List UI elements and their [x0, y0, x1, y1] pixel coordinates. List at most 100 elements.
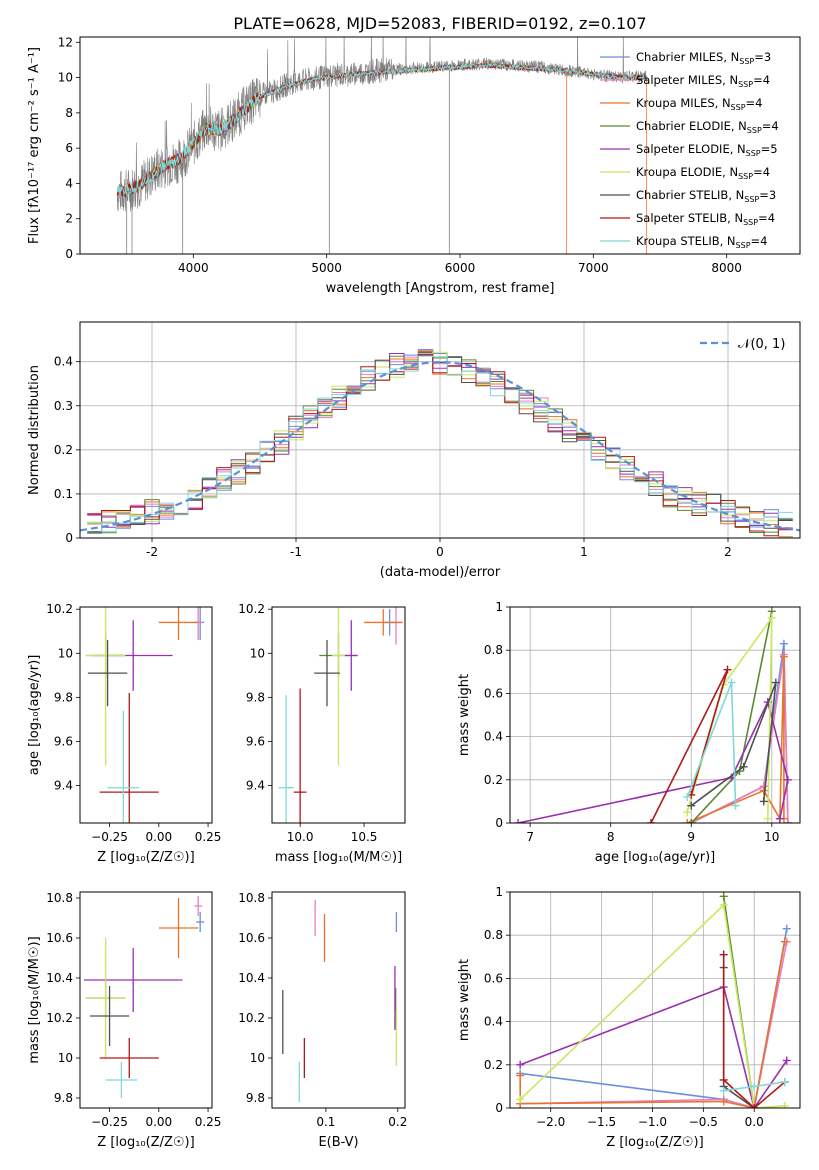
weight-vs-age-marker	[683, 819, 692, 823]
weight-vs-age-marker	[683, 793, 692, 802]
residuals-ytick-label: 0.2	[54, 443, 73, 457]
age-vs-mass-ytick-label: 10	[250, 646, 265, 660]
residuals-xtick-label: 0	[436, 545, 444, 559]
spectrum-model-line	[116, 62, 647, 198]
weight-vs-age-series-line	[517, 699, 789, 823]
weight-vs-age-marker	[759, 786, 768, 795]
age-vs-z-frame	[79, 606, 213, 824]
age-vs-z-ytick-label: 10.2	[46, 602, 73, 616]
residuals-ytick-label: 0	[65, 531, 73, 545]
age-vs-z-ytick-label: 9.4	[54, 779, 73, 793]
weight-vs-z-series-line	[519, 903, 785, 1108]
residuals-panel: -2 -1 0 1 2 0 0.1 0.2 0.3 0.4 (data-model)/error No…	[27, 321, 801, 580]
weight-vs-age-ytick-label: 0.6	[484, 686, 503, 700]
weight-vs-age-series-line	[650, 669, 729, 823]
weight-vs-age-ytick-label: 0.2	[484, 773, 503, 787]
mass-vs-ebv-ytick-label: 10.4	[238, 971, 265, 985]
weight-vs-z-marker	[719, 900, 728, 909]
normal-legend-label: 𝒩(0, 1)	[738, 337, 785, 352]
weight-vs-age-marker	[759, 797, 768, 806]
weight-vs-age-marker	[783, 775, 792, 784]
weight-vs-z-ytick-label: 0.8	[484, 928, 503, 942]
weight-vs-age-xtick-label: 7	[526, 830, 534, 844]
spectrum-model-line	[116, 62, 648, 199]
age-vs-z-xtick-label: 0.25	[195, 830, 222, 844]
weight-vs-age-marker	[739, 762, 748, 771]
spectrum-xtick-label: 6000	[445, 261, 476, 275]
age-vs-mass-ytick-label: 10.2	[238, 602, 265, 616]
mass-vs-ebv-ytick-label: 9.8	[246, 1091, 265, 1105]
residuals-ytick-label: 0.3	[54, 399, 73, 413]
residuals-ytick-label: 0.1	[54, 487, 73, 501]
weight-vs-age-xlabel: age [log₁₀(age/yr)]	[595, 850, 716, 865]
weight-vs-age-series-line	[690, 682, 777, 807]
weight-vs-age-marker	[731, 801, 740, 810]
weight-vs-z-ytick-label: 0.6	[484, 971, 503, 985]
figure-title: PLATE=0628, MJD=52083, FIBERID=0192, z=0…	[233, 14, 646, 33]
spectrum-legend-label: Chabrier MILES, NSSP=3	[636, 50, 771, 66]
age-vs-mass-ytick-label: 9.8	[246, 690, 265, 704]
mass-vs-ebv-ytick-label: 10.2	[238, 1011, 265, 1025]
spectrum-legend-label: Salpeter ELODIE, NSSP=5	[636, 142, 778, 158]
residuals-xtick-label: 1	[580, 545, 588, 559]
weight-vs-age-marker	[683, 808, 692, 817]
age-vs-z-xtick-label: −0.25	[91, 830, 128, 844]
residuals-xtick-label: -2	[146, 545, 158, 559]
age-vs-mass-xtick-label: 10.0	[287, 830, 314, 844]
residual-histogram	[87, 350, 793, 538]
mass-vs-z-ytick-label: 10.8	[46, 891, 73, 905]
residual-histogram	[87, 349, 793, 534]
mass-vs-z-xlabel: Z [log₁₀(Z/Z☉)]	[97, 1135, 194, 1150]
residuals-ytick-label: 0.4	[54, 355, 73, 369]
mass-vs-z-ytick-label: 10.4	[46, 971, 73, 985]
weight-vs-z-series-line	[722, 954, 786, 1108]
weight-vs-age-panel: 7 8 9 10 0 0.2 0.4 0.6 0.8 1 age [log₁₀(age/yr)] ma…	[457, 600, 801, 865]
weight-vs-z-frame	[509, 891, 801, 1109]
weight-vs-age-marker	[514, 819, 523, 823]
spectrum-ytick-label: 2	[65, 212, 73, 226]
age-vs-z-xtick-label: 0.00	[145, 830, 172, 844]
mass-vs-ebv-frame	[271, 891, 406, 1109]
weight-vs-z-marker	[516, 1071, 525, 1080]
spectrum-model-line	[116, 62, 648, 198]
spectrum-xlabel: wavelength [Angstrom, rest frame]	[326, 281, 555, 296]
mass-vs-ebv-ytick-label: 10.6	[238, 931, 265, 945]
mass-vs-z-ylabel: mass [log₁₀(M/M☉)]	[27, 936, 42, 1063]
weight-vs-z-marker	[780, 1078, 789, 1087]
mass-vs-ebv-ytick-label: 10	[250, 1051, 265, 1065]
age-vs-z-ytick-label: 10	[58, 646, 73, 660]
weight-vs-age-ytick-label: 0.8	[484, 643, 503, 657]
normal-curve	[80, 360, 800, 532]
spectrum-ytick-label: 8	[65, 106, 73, 120]
age-vs-mass-frame	[271, 606, 406, 824]
weight-vs-age-marker	[783, 819, 792, 823]
weight-vs-age-ylabel: mass weight	[457, 674, 472, 756]
spectrum-legend-label: Chabrier ELODIE, NSSP=4	[636, 119, 779, 135]
weight-vs-age-frame	[509, 606, 801, 824]
spectrum-xtick-label: 8000	[711, 261, 742, 275]
weight-vs-z-marker	[719, 892, 728, 901]
mass-vs-z-ytick-label: 10.2	[46, 1011, 73, 1025]
weight-vs-age-marker	[687, 801, 696, 810]
age-vs-mass-xtick-label: 10.5	[351, 830, 378, 844]
weight-vs-z-marker	[719, 950, 728, 959]
mass-vs-z-ytick-label: 9.8	[54, 1091, 73, 1105]
weight-vs-age-xtick-label: 10	[764, 830, 779, 844]
mass-vs-z-frame	[79, 891, 213, 1109]
spectrum-legend-label: Salpeter MILES, NSSP=4	[636, 73, 770, 89]
weight-vs-z-marker	[750, 1104, 759, 1108]
mass-vs-ebv-xtick-label: 0.1	[316, 1115, 335, 1129]
weight-vs-age-ytick-label: 0	[495, 816, 503, 830]
weight-vs-z-marker	[750, 1082, 759, 1091]
weight-vs-age-marker	[763, 814, 772, 823]
weight-vs-z-xlabel: Z [log₁₀(Z/Z☉)]	[606, 1135, 703, 1150]
weight-vs-z-xtick-label: −2.0	[536, 1115, 565, 1129]
residuals-xtick-label: 2	[724, 545, 732, 559]
weight-vs-age-xtick-label: 8	[607, 830, 615, 844]
residual-histogram	[87, 355, 793, 532]
spectrum-model-line	[116, 62, 648, 199]
weight-vs-age-marker	[771, 678, 780, 687]
weight-vs-z-marker	[516, 1060, 525, 1069]
mass-vs-z-plot-area	[83, 896, 205, 1098]
spectrum-ylabel: Flux [fλ10⁻¹⁷ erg cm⁻² s⁻¹ A⁻¹]	[27, 47, 42, 244]
